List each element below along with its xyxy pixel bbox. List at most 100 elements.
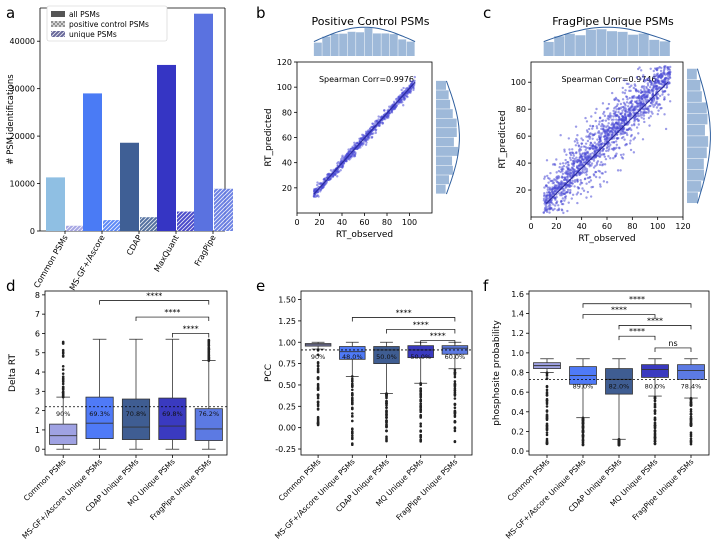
scatter-point bbox=[565, 191, 568, 194]
scatter-point bbox=[597, 130, 601, 133]
scatter-point bbox=[649, 115, 652, 118]
scatter-point bbox=[632, 111, 635, 114]
marginal-kde-y bbox=[445, 80, 460, 195]
marginal-bar-x bbox=[649, 39, 660, 56]
scatter-point bbox=[603, 155, 606, 158]
scatter-point bbox=[642, 87, 646, 90]
scatter-point bbox=[591, 144, 595, 148]
scatter-point bbox=[666, 66, 669, 69]
outlier-point bbox=[61, 380, 65, 384]
marginal-bar-x bbox=[381, 33, 390, 56]
scatter-point bbox=[573, 157, 576, 161]
scatter-point bbox=[585, 168, 589, 171]
outlier-point bbox=[419, 405, 423, 409]
scatter-point bbox=[334, 172, 338, 175]
scatter-point bbox=[619, 131, 623, 135]
significance-bracket: **** bbox=[386, 320, 456, 334]
box-2: 89.0% bbox=[569, 358, 597, 447]
scatter-point bbox=[619, 153, 623, 157]
outlier-point bbox=[61, 368, 65, 371]
y-tick-label: 4 bbox=[35, 368, 40, 377]
scatter-point bbox=[584, 171, 588, 174]
scatter-point bbox=[650, 110, 653, 113]
scatter-point bbox=[581, 171, 584, 174]
outlier-point bbox=[316, 382, 320, 386]
scatter-point bbox=[375, 119, 379, 123]
scatter-point bbox=[620, 121, 624, 125]
scatter-point bbox=[413, 79, 416, 83]
scatter-point bbox=[589, 154, 592, 157]
marginal-bar-x bbox=[554, 36, 565, 56]
scatter-point bbox=[642, 93, 646, 97]
scatter-point bbox=[634, 105, 638, 108]
scatter-point bbox=[579, 178, 582, 182]
box-5: 76.2% bbox=[194, 338, 223, 450]
outlier-point bbox=[581, 443, 585, 447]
percent-label: 50.0% bbox=[410, 353, 431, 361]
percent-label: 69.3% bbox=[89, 410, 110, 418]
marginal-bar-y bbox=[436, 156, 453, 166]
scatter-point bbox=[555, 177, 559, 180]
scatter-point bbox=[602, 180, 606, 183]
scatter-point bbox=[606, 133, 610, 136]
scatter-point bbox=[640, 91, 643, 94]
regression-line bbox=[545, 81, 669, 204]
box-1: 90% bbox=[49, 340, 78, 450]
scatter-point bbox=[622, 105, 625, 109]
legend-label: positive control PSMs bbox=[69, 20, 149, 29]
scatter-point bbox=[586, 190, 590, 194]
legend-box bbox=[46, 5, 168, 42]
scatter-point bbox=[397, 95, 401, 99]
box-body bbox=[158, 397, 187, 440]
scatter-point bbox=[560, 182, 563, 185]
scatter-point bbox=[607, 126, 611, 129]
outlier-point bbox=[419, 383, 423, 387]
marginal-bar-y bbox=[436, 128, 457, 137]
y-tick-label: 0.75 bbox=[278, 360, 296, 369]
panel-letter-e: e bbox=[256, 277, 265, 295]
outlier-point bbox=[453, 371, 457, 374]
box-4: 50.0% bbox=[407, 341, 434, 443]
spearman-annotation: Spearman Corr=0.9746 bbox=[561, 75, 656, 84]
scatter-point bbox=[575, 156, 578, 159]
scatter-point bbox=[559, 200, 563, 204]
scatter-point bbox=[621, 109, 624, 112]
outlier-point bbox=[653, 435, 657, 439]
box-2: 69.3% bbox=[85, 338, 114, 450]
bar-hatch bbox=[140, 217, 159, 231]
scatter-point bbox=[573, 168, 576, 171]
scatter-point bbox=[636, 114, 640, 118]
legend-label: all PSMs bbox=[69, 10, 100, 19]
outlier-point bbox=[419, 422, 423, 426]
outlier-point bbox=[316, 418, 320, 421]
scatter-point bbox=[558, 166, 561, 169]
scatter-point bbox=[622, 153, 625, 156]
outlier-point bbox=[385, 416, 388, 420]
outlier-point bbox=[545, 394, 549, 397]
y-tick-label: 1.00 bbox=[278, 338, 296, 347]
marginal-kde-x bbox=[313, 26, 416, 43]
scatter-point bbox=[564, 158, 567, 162]
scatter-point bbox=[543, 177, 546, 180]
scatter-point bbox=[402, 104, 405, 107]
outlier-point bbox=[419, 399, 423, 403]
scatter-point bbox=[551, 181, 555, 185]
scatter-point bbox=[605, 181, 609, 184]
scatter-point bbox=[347, 148, 350, 151]
scatter-point bbox=[664, 65, 667, 68]
scatter-point bbox=[598, 140, 602, 144]
scatter-point bbox=[639, 104, 642, 108]
percent-label: 89.0% bbox=[573, 382, 594, 390]
scatter-point bbox=[625, 110, 628, 114]
scatter-point bbox=[625, 132, 628, 135]
scatter-point bbox=[559, 134, 562, 137]
scatter-point bbox=[358, 144, 362, 148]
scatter-point bbox=[585, 135, 588, 138]
scatter-point bbox=[563, 148, 566, 151]
scatter-point bbox=[615, 108, 618, 111]
scatter-point bbox=[652, 105, 655, 108]
scatter-point bbox=[563, 192, 567, 196]
scatter-point bbox=[598, 183, 602, 186]
scatter-point bbox=[628, 111, 632, 114]
scatter-point bbox=[646, 93, 649, 96]
